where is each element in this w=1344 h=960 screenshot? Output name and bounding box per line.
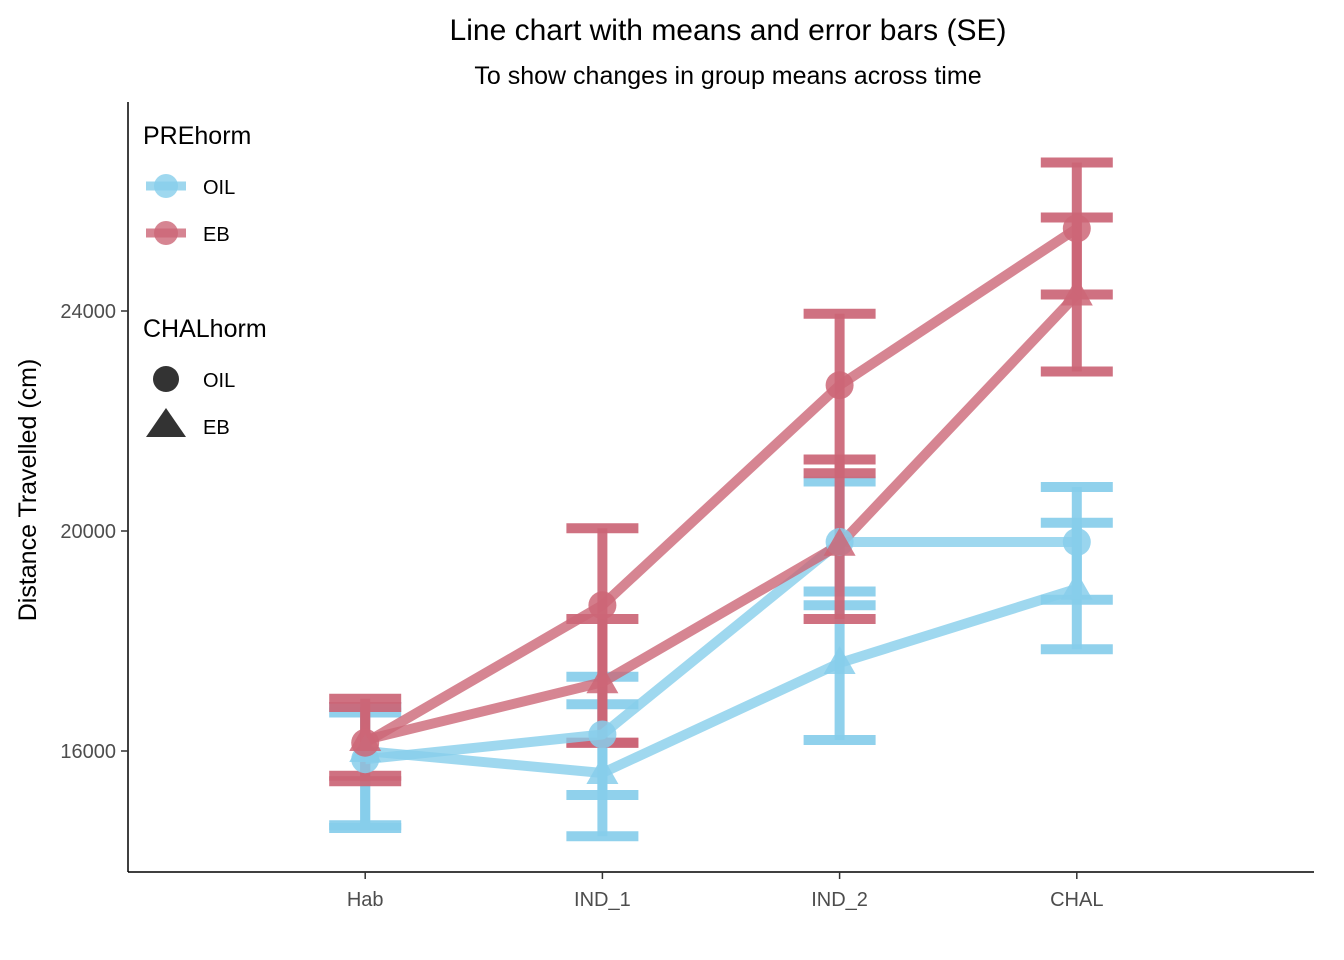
point-triangle	[586, 756, 619, 784]
point-triangle	[823, 527, 856, 556]
point-triangle	[586, 665, 619, 694]
error-bars-oil-oil	[329, 476, 1113, 833]
x-tick-label: IND_1	[574, 889, 631, 911]
legend-label-prehorm-eb: EB	[203, 224, 230, 246]
point-circle	[588, 591, 617, 620]
legend-key-prehorm-oil	[146, 174, 186, 198]
x-tick-label: CHAL	[1050, 889, 1103, 911]
point-triangle	[1060, 277, 1093, 306]
point-triangle	[1060, 571, 1093, 600]
point-triangle	[823, 646, 856, 674]
y-tick-label: 20000	[60, 521, 116, 543]
series-line-eb-oil	[362, 224, 1080, 748]
point-triangle	[349, 723, 382, 751]
y-ticks: 16000 20000 24000	[60, 301, 128, 763]
legend-key-prehorm-eb	[146, 221, 186, 245]
error-bars-eb-oil	[329, 157, 1113, 781]
point-circle	[1062, 214, 1091, 243]
error-bars-oil-eb	[329, 517, 1113, 842]
point-circle	[825, 371, 854, 400]
legend-label-prehorm-oil: OIL	[203, 177, 235, 199]
legend-title-prehorm: PREhorm	[143, 122, 251, 150]
legend-key-chalhorm-eb-triangle-icon	[146, 408, 186, 437]
series-line-oil-eb	[364, 583, 1079, 778]
x-ticks: Hab IND_1 IND_2 CHAL	[347, 872, 1103, 911]
legend-label-chalhorm-eb: EB	[203, 417, 230, 439]
legend-key-chalhorm-oil-circle-icon	[153, 366, 179, 392]
legend: PREhorm OIL EB CHALhorm OIL EB	[129, 106, 329, 462]
y-tick-label: 16000	[60, 741, 116, 763]
x-tick-label: Hab	[347, 889, 384, 911]
chart-title: Line chart with means and error bars (SE…	[450, 14, 1007, 47]
series-line-eb-eb	[364, 291, 1081, 745]
y-axis-title: Distance Travelled (cm)	[14, 359, 42, 622]
legend-label-chalhorm-oil: OIL	[203, 370, 235, 392]
legend-title-chalhorm: CHALhorm	[143, 315, 267, 343]
legend-background	[129, 106, 329, 462]
y-tick-label: 24000	[60, 301, 116, 323]
point-circle	[1062, 528, 1091, 556]
chart-subtitle: To show changes in group means across ti…	[474, 62, 981, 90]
plot-area	[329, 157, 1113, 842]
x-tick-label: IND_2	[811, 889, 868, 911]
series-line-oil-oil	[364, 537, 1077, 765]
point-circle	[588, 720, 617, 749]
